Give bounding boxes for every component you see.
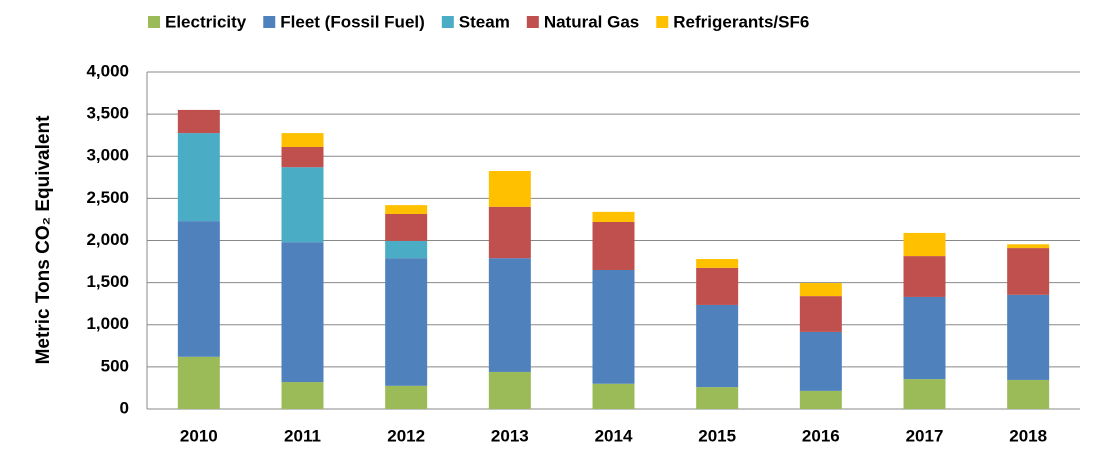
bar-segment	[799, 283, 842, 297]
y-tick-label: 2,500	[86, 188, 129, 207]
bar-segment	[385, 258, 428, 386]
bar-segment	[592, 211, 635, 222]
bar-segment	[696, 259, 739, 268]
bar-segment	[903, 296, 946, 380]
x-tick-label: 2016	[802, 426, 840, 445]
bar-segment	[385, 240, 428, 259]
legend-swatch	[526, 16, 539, 28]
y-tick-label: 3,500	[86, 104, 129, 123]
legend-label: Steam	[459, 12, 510, 31]
bar-segment	[385, 205, 428, 214]
x-tick-label: 2018	[1009, 426, 1047, 445]
bar-segment	[1007, 248, 1050, 295]
bar-segment	[1007, 294, 1050, 380]
bar-segment	[592, 383, 635, 409]
x-tick-label: 2012	[387, 426, 425, 445]
legend-swatch	[148, 16, 160, 28]
bar-segment	[799, 390, 842, 409]
bar-segment	[592, 221, 635, 270]
bar-segment	[903, 379, 946, 409]
legend-label: Electricity	[165, 12, 247, 31]
bar-segment	[1007, 244, 1050, 249]
bar-segment	[1007, 379, 1050, 409]
x-tick-label: 2017	[906, 426, 944, 445]
y-tick-label: 0	[120, 398, 129, 417]
bar-segment	[177, 109, 220, 134]
legend-label: Natural Gas	[544, 12, 639, 31]
y-axis-label: Metric Tons CO₂ Equivalent	[33, 115, 54, 364]
bar-segment	[488, 258, 531, 372]
bar-segment	[177, 356, 220, 409]
x-tick-label: 2015	[698, 426, 736, 445]
bar-segment	[281, 133, 324, 147]
bar-segment	[799, 296, 842, 332]
bar-segment	[281, 146, 324, 168]
y-tick-label: 1,000	[86, 314, 129, 333]
bar-segment	[281, 167, 324, 243]
bar-segment	[696, 267, 739, 305]
bar-segment	[177, 133, 220, 222]
bar-segment	[488, 371, 531, 409]
bar-segment	[592, 269, 635, 384]
legend-label: Refrigerants/SF6	[673, 12, 809, 31]
bar-segment	[903, 232, 946, 257]
y-tick-label: 4,000	[86, 61, 129, 80]
bar-segment	[281, 382, 324, 409]
y-tick-label: 500	[101, 356, 129, 375]
y-tick-label: 1,500	[86, 272, 129, 291]
bar-segment	[696, 304, 739, 388]
bar-segment	[799, 331, 842, 391]
bar-segment	[903, 256, 946, 297]
legend-swatch	[656, 16, 669, 28]
bar-segment	[488, 170, 531, 207]
y-tick-label: 3,000	[86, 146, 129, 165]
legend-swatch	[263, 16, 276, 28]
legend-swatch	[441, 16, 454, 28]
y-tick-label: 2,000	[86, 230, 129, 249]
x-tick-label: 2011	[284, 426, 321, 445]
bar-segment	[177, 221, 220, 357]
x-tick-label: 2013	[491, 426, 529, 445]
x-tick-label: 2014	[595, 426, 633, 445]
legend-label: Fleet (Fossil Fuel)	[280, 12, 425, 31]
bar-segment	[385, 213, 428, 241]
x-tick-label: 2010	[180, 426, 218, 445]
bar-segment	[696, 387, 739, 409]
bar-segment	[385, 385, 428, 409]
bar-segment	[488, 206, 531, 259]
bar-segment	[281, 242, 324, 383]
